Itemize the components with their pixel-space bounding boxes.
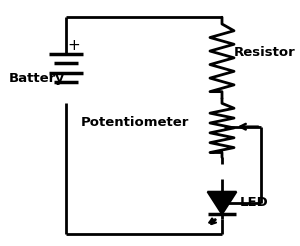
Text: Potentiometer: Potentiometer xyxy=(81,117,189,129)
Polygon shape xyxy=(208,192,236,214)
Text: +: + xyxy=(67,38,80,53)
Text: LED: LED xyxy=(240,197,269,209)
Text: Resistor: Resistor xyxy=(234,46,296,59)
Text: Battery: Battery xyxy=(9,72,65,85)
